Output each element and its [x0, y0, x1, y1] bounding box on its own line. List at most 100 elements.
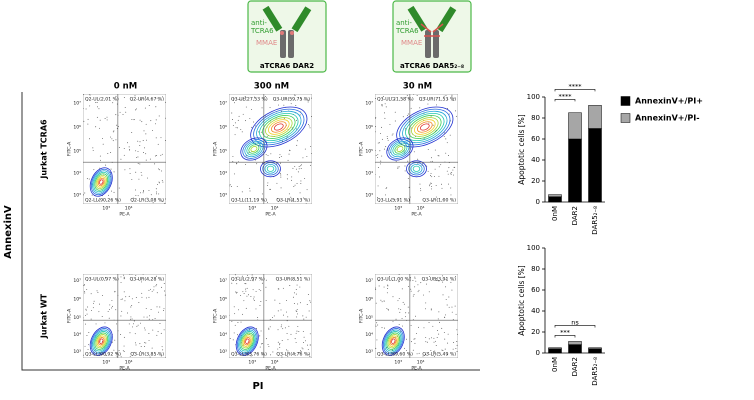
event-dot — [157, 331, 159, 333]
event-dot — [98, 200, 100, 202]
event-dot — [280, 176, 282, 178]
contour — [92, 329, 111, 353]
x-tick-label: 10³ — [102, 360, 110, 366]
quadrant-label: Q3-LL(89,60 %) — [377, 352, 413, 358]
event-dot — [286, 333, 288, 335]
event-dot — [137, 279, 139, 281]
event-dot — [378, 142, 380, 144]
event-dot — [444, 338, 446, 340]
event-dot — [159, 169, 161, 171]
event-dot — [102, 143, 104, 145]
contour — [386, 332, 401, 350]
event-dot — [252, 276, 254, 278]
event-dot — [235, 351, 237, 353]
event-dot — [447, 333, 449, 335]
event-dot — [445, 278, 447, 280]
event-dot — [309, 300, 311, 302]
event-dot — [147, 177, 148, 179]
event-dot — [123, 278, 125, 280]
event-dot — [453, 341, 455, 343]
event-dot — [446, 142, 448, 144]
event-dot — [420, 188, 421, 190]
event-dot — [283, 104, 285, 106]
event-dot — [392, 296, 394, 298]
event-dot — [401, 318, 403, 320]
event-dot — [269, 319, 271, 321]
event-dot — [132, 197, 134, 199]
event-dot — [452, 100, 454, 101]
event-dot — [111, 307, 113, 309]
event-dot — [375, 287, 376, 289]
event-dot — [135, 157, 137, 158]
bar-segment — [568, 341, 582, 345]
event-dot — [395, 318, 397, 320]
event-dot — [286, 299, 287, 301]
event-dot — [306, 189, 308, 191]
event-dot — [277, 348, 279, 350]
event-dot — [84, 345, 86, 347]
contour — [250, 146, 258, 152]
event-dot — [133, 119, 135, 120]
event-dot — [388, 309, 390, 311]
event-dot — [456, 351, 458, 352]
event-dot — [442, 281, 444, 283]
bar-segment — [568, 138, 582, 203]
event-dot — [302, 315, 304, 317]
event-dot — [237, 334, 239, 336]
event-dot — [241, 131, 243, 133]
event-dot — [232, 125, 234, 126]
flow-plot — [375, 94, 458, 204]
y-tick-label: 10⁵ — [365, 315, 373, 321]
event-dot — [244, 283, 246, 284]
event-dot — [309, 344, 311, 346]
event-dot — [292, 167, 294, 169]
event-dot — [232, 155, 234, 157]
event-dot — [270, 354, 272, 356]
event-dot — [156, 97, 158, 99]
event-dot — [229, 185, 230, 187]
event-dot — [311, 97, 312, 99]
event-dot — [232, 161, 234, 162]
event-dot — [450, 194, 452, 196]
event-dot — [434, 149, 436, 151]
y-tick-label: 10⁵ — [219, 315, 227, 321]
event-dot — [407, 306, 409, 308]
payload-label: MMAE — [256, 39, 277, 47]
event-dot — [95, 102, 97, 104]
y-tick-label: 60 — [531, 286, 540, 294]
event-dot — [145, 133, 147, 135]
bar-segment — [548, 196, 562, 203]
contour — [382, 328, 404, 355]
event-dot — [294, 353, 296, 355]
event-dot — [430, 173, 432, 174]
event-dot — [83, 284, 85, 286]
event-dot — [155, 119, 157, 121]
event-dot — [384, 112, 385, 114]
contour — [96, 335, 106, 347]
event-dot — [297, 313, 298, 315]
x-tick-label: 10⁴ — [125, 206, 133, 212]
event-dot — [240, 321, 242, 323]
event-dot — [398, 166, 400, 168]
quadrant-label: Q3-UR(8,51 %) — [276, 277, 311, 283]
event-dot — [256, 328, 257, 330]
y-tick-label: 10⁷ — [365, 100, 373, 106]
event-dot — [149, 200, 151, 202]
antibody-label: TCRA6 — [395, 27, 419, 35]
significance-label: **** — [559, 92, 573, 100]
event-dot — [392, 279, 394, 281]
event-dot — [137, 140, 139, 142]
contour — [236, 328, 258, 355]
event-dot — [102, 138, 103, 139]
event-dot — [377, 324, 379, 326]
event-dot — [434, 279, 436, 281]
event-dot — [124, 300, 126, 302]
column-title: 30 nM — [403, 82, 432, 92]
y-tick-label: 80 — [531, 265, 540, 273]
event-dot — [107, 310, 109, 312]
event-dot — [120, 298, 122, 300]
event-dot — [391, 134, 393, 136]
event-dot — [280, 162, 281, 164]
event-dot — [389, 124, 391, 126]
contour — [392, 142, 408, 156]
